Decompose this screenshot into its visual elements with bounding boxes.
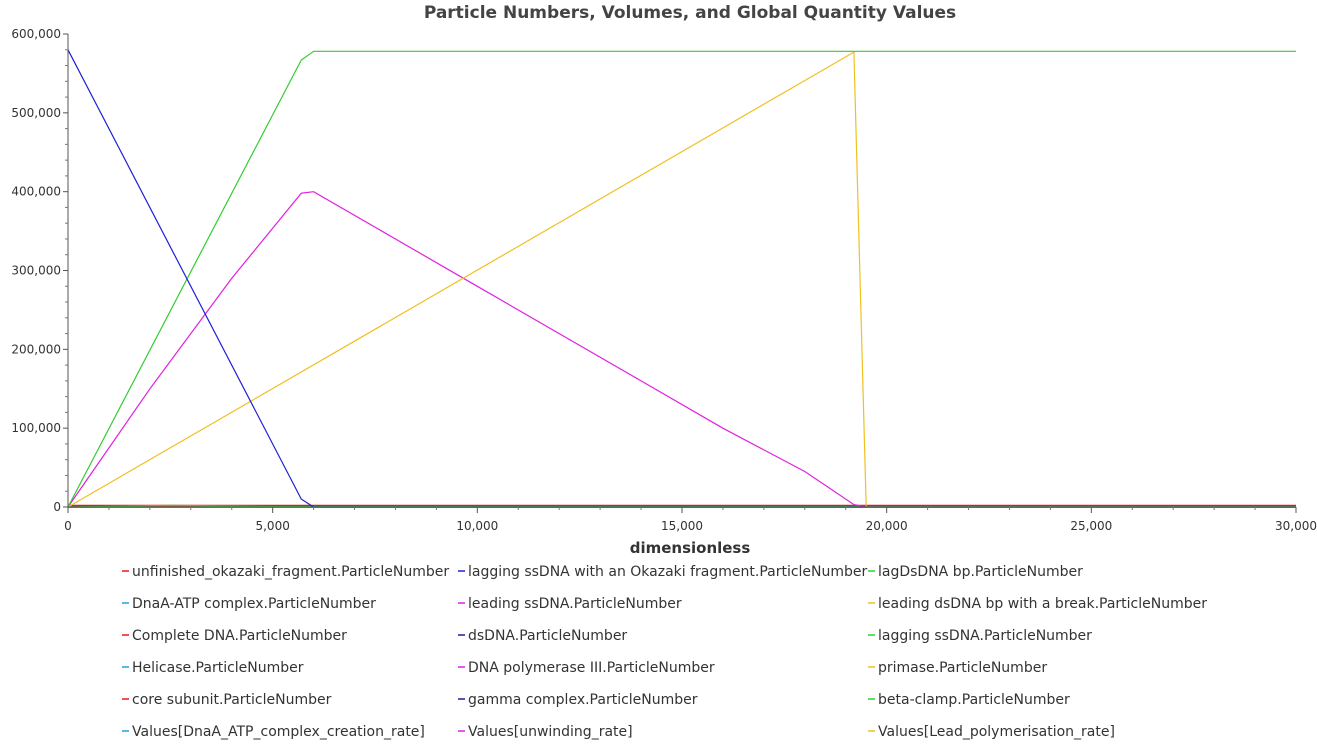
legend-label: lagDsDNA bp.ParticleNumber: [878, 564, 1083, 580]
legend-label: DnaA-ATP complex.ParticleNumber: [132, 596, 376, 612]
plot-area: [67, 49, 1296, 508]
legend-item: Values[unwinding_rate]: [458, 724, 633, 740]
legend-label: beta-clamp.ParticleNumber: [878, 692, 1070, 708]
y-tick-label: 500,000: [11, 106, 61, 120]
legend-item: Values[Lead_polymerisation_rate]: [868, 724, 1115, 740]
series-line: [67, 51, 1296, 508]
x-tick-label: 10,000: [456, 519, 498, 533]
x-tick-label: 25,000: [1070, 519, 1112, 533]
legend-item: DnaA-ATP complex.ParticleNumber: [122, 596, 376, 612]
legend-label: leading ssDNA.ParticleNumber: [468, 596, 682, 612]
legend-item: lagDsDNA bp.ParticleNumber: [868, 564, 1083, 580]
legend-item: dsDNA.ParticleNumber: [458, 628, 627, 644]
legend-label: Values[unwinding_rate]: [468, 724, 633, 740]
legend-label: Helicase.ParticleNumber: [132, 660, 304, 676]
legend-item: unfinished_okazaki_fragment.ParticleNumb…: [122, 564, 449, 580]
legend-label: primase.ParticleNumber: [878, 660, 1047, 676]
legend-label: Values[DnaA_ATP_complex_creation_rate]: [132, 724, 425, 740]
legend-label: lagging ssDNA with an Okazaki fragment.P…: [468, 564, 868, 580]
x-axis-label: dimensionless: [630, 539, 751, 557]
x-tick-label: 20,000: [866, 519, 908, 533]
x-tick-label: 0: [64, 519, 72, 533]
legend-item: DNA polymerase III.ParticleNumber: [458, 660, 715, 676]
legend-label: Complete DNA.ParticleNumber: [132, 628, 347, 644]
legend-item: gamma complex.ParticleNumber: [458, 692, 698, 708]
y-tick-label: 300,000: [11, 264, 61, 278]
legend-label: core subunit.ParticleNumber: [132, 692, 332, 708]
legend-label: lagging ssDNA.ParticleNumber: [878, 628, 1092, 644]
legend-item: leading dsDNA bp with a break.ParticleNu…: [868, 596, 1207, 612]
legend-item: Helicase.ParticleNumber: [122, 660, 304, 676]
y-tick-label: 400,000: [11, 185, 61, 199]
legend-item: leading ssDNA.ParticleNumber: [458, 596, 682, 612]
y-axis: 0 100,000 200,000 300,000 400,000 500,000 600,…: [11, 27, 69, 514]
x-tick-label: 5,000: [255, 519, 289, 533]
series-line: [67, 50, 1296, 508]
legend-item: Complete DNA.ParticleNumber: [122, 628, 347, 644]
y-tick-label: 200,000: [11, 342, 61, 356]
legend-label: leading dsDNA bp with a break.ParticleNu…: [878, 596, 1207, 612]
legend-item: core subunit.ParticleNumber: [122, 692, 332, 708]
legend-item: primase.ParticleNumber: [868, 660, 1047, 676]
legend-label: unfinished_okazaki_fragment.ParticleNumb…: [132, 564, 449, 580]
legend-item: lagging ssDNA with an Okazaki fragment.P…: [458, 564, 868, 580]
legend-item: beta-clamp.ParticleNumber: [868, 692, 1070, 708]
series-line: [67, 191, 1296, 508]
legend-label: gamma complex.ParticleNumber: [468, 692, 698, 708]
x-axis: 0 5,000 10,000 15,000 20,000 25,000 30,000: [64, 506, 1317, 533]
x-tick-label: 30,000: [1275, 519, 1317, 533]
y-tick-label: 600,000: [11, 27, 61, 41]
y-tick-label: 100,000: [11, 421, 61, 435]
legend-label: dsDNA.ParticleNumber: [468, 628, 627, 644]
series-line: [67, 49, 1296, 508]
y-tick-label: 0: [53, 500, 61, 514]
legend-label: DNA polymerase III.ParticleNumber: [468, 660, 715, 676]
chart-title: Particle Numbers, Volumes, and Global Qu…: [424, 3, 956, 23]
legend-item: Values[DnaA_ATP_complex_creation_rate]: [122, 724, 425, 740]
legend: unfinished_okazaki_fragment.ParticleNumb…: [122, 564, 1207, 740]
legend-item: lagging ssDNA.ParticleNumber: [868, 628, 1092, 644]
legend-label: Values[Lead_polymerisation_rate]: [878, 724, 1115, 740]
x-tick-label: 15,000: [661, 519, 703, 533]
